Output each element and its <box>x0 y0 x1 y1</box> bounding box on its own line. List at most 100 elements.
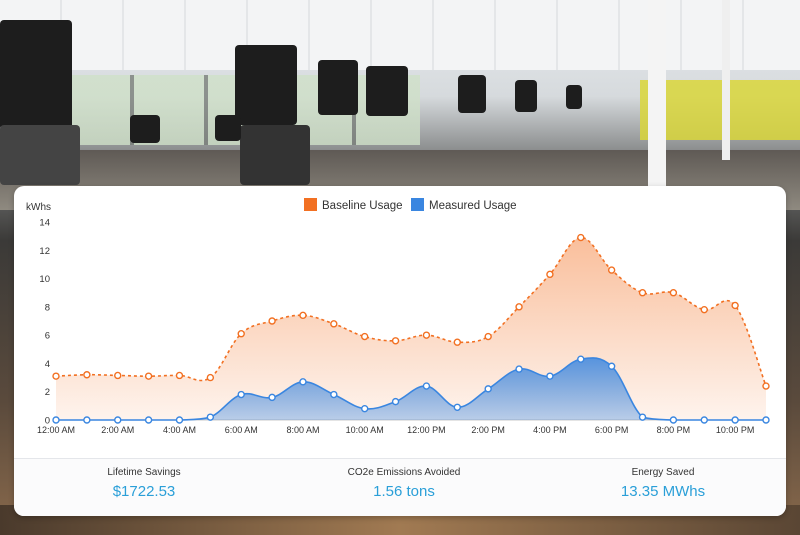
data-point-measured <box>268 393 276 402</box>
y-tick-label: 14 <box>39 218 50 229</box>
data-point-baseline <box>515 303 523 311</box>
x-tick-label: 2:00 AM <box>101 425 134 435</box>
stat-label: Energy Saved <box>631 467 695 478</box>
stat-value: 1.56 tons <box>373 483 435 500</box>
usage-chart-svg: 0 2 4 6 8 10 12 14 kWhs 12:00 AM 2:00 AM 4:00 AM 6:0… <box>26 198 770 435</box>
data-point-measured <box>360 404 369 413</box>
x-tick-label: 8:00 AM <box>286 425 319 435</box>
data-point-measured <box>391 397 400 406</box>
stats-bar: Lifetime Savings $1722.53 CO2e Emissions… <box>14 458 786 516</box>
data-point-baseline <box>83 371 91 379</box>
data-point-baseline <box>175 371 184 380</box>
background-machine <box>0 20 72 130</box>
data-point-baseline <box>669 289 678 297</box>
data-point-baseline <box>577 233 585 242</box>
data-point-measured <box>330 390 338 399</box>
background-wall <box>640 80 800 140</box>
stat-value: 13.35 MWhs <box>620 483 706 500</box>
background-machine <box>215 115 241 141</box>
data-point-baseline <box>206 373 215 382</box>
background-ceiling <box>0 0 800 70</box>
data-point-measured <box>546 372 554 380</box>
data-point-measured <box>731 416 739 424</box>
x-tick-label: 6:00 PM <box>595 425 629 435</box>
y-tick-label: 6 <box>45 331 50 342</box>
data-point-baseline <box>330 320 338 328</box>
x-tick-label: 12:00 AM <box>37 425 75 435</box>
legend-swatch <box>411 198 424 211</box>
data-point-baseline <box>762 382 770 390</box>
background-machine <box>366 66 408 116</box>
background-machine <box>130 115 160 143</box>
background-machine <box>240 125 310 185</box>
data-point-measured <box>484 385 492 393</box>
data-point-baseline <box>268 317 276 325</box>
data-point-measured <box>515 365 523 373</box>
stat-energy-saved: Energy Saved 13.35 MWhs <box>563 467 763 500</box>
data-point-measured <box>638 413 647 421</box>
x-tick-label: 12:00 PM <box>407 425 446 435</box>
data-point-measured <box>83 416 91 424</box>
background-machine <box>458 75 486 113</box>
background-machine <box>235 45 297 125</box>
data-point-measured <box>299 378 307 386</box>
y-tick-label: 0 <box>45 416 50 427</box>
background-pillar <box>722 0 730 160</box>
y-axis-label: kWhs <box>26 202 51 213</box>
x-tick-label: 4:00 PM <box>533 425 567 435</box>
data-point-baseline <box>114 371 122 380</box>
y-tick-label: 12 <box>39 246 50 257</box>
x-tick-label: 10:00 AM <box>346 425 384 435</box>
data-point-measured <box>114 416 122 424</box>
data-point-measured <box>669 416 678 424</box>
background-machine <box>566 85 582 109</box>
background-machine <box>0 125 80 185</box>
y-tick-label: 8 <box>45 302 50 313</box>
data-point-baseline <box>638 289 647 297</box>
y-tick-label: 2 <box>45 387 50 398</box>
stat-label: CO2e Emissions Avoided <box>347 467 461 478</box>
data-point-baseline <box>52 372 60 380</box>
x-tick-label: 6:00 AM <box>225 425 258 435</box>
data-point-baseline <box>453 338 462 346</box>
data-point-measured <box>577 355 585 363</box>
data-point-measured <box>52 416 60 424</box>
data-point-measured <box>453 403 462 411</box>
x-tick-label: 10:00 PM <box>716 425 755 435</box>
data-point-measured <box>175 416 184 424</box>
data-point-baseline <box>422 331 431 339</box>
data-point-baseline <box>299 311 307 320</box>
legend-label: Baseline Usage <box>322 200 403 212</box>
background-machine <box>515 80 537 112</box>
data-point-baseline <box>237 330 245 338</box>
data-point-baseline <box>360 332 369 341</box>
y-tick-label: 4 <box>45 359 50 370</box>
data-point-measured <box>762 416 770 424</box>
data-point-measured <box>206 413 215 421</box>
data-point-measured <box>422 382 431 390</box>
y-tick-label: 10 <box>39 274 50 285</box>
usage-chart: 0 2 4 6 8 10 12 14 kWhs 12:00 AM 2:00 AM 4:00 AM 6:0… <box>14 186 786 448</box>
data-point-measured <box>700 416 708 424</box>
x-tick-label: 8:00 PM <box>657 425 691 435</box>
x-tick-label: 4:00 AM <box>163 425 196 435</box>
background-machine <box>318 60 358 115</box>
legend-swatch <box>304 198 317 211</box>
data-point-baseline <box>144 372 153 380</box>
x-tick-label: 2:00 PM <box>471 425 505 435</box>
energy-usage-card: 0 2 4 6 8 10 12 14 kWhs 12:00 AM 2:00 AM 4:00 AM 6:0… <box>14 186 786 516</box>
data-point-measured <box>607 362 616 370</box>
data-point-baseline <box>731 301 739 310</box>
background-pillar <box>648 0 666 190</box>
data-point-baseline <box>546 270 554 279</box>
stat-lifetime-savings: Lifetime Savings $1722.53 <box>44 467 244 500</box>
data-point-measured <box>237 390 245 399</box>
data-point-baseline <box>391 337 400 345</box>
legend-label: Measured Usage <box>429 200 517 212</box>
stat-value: $1722.53 <box>112 483 176 500</box>
data-point-baseline <box>484 332 492 341</box>
data-point-baseline <box>700 305 708 314</box>
stat-label: Lifetime Savings <box>107 467 181 478</box>
data-point-baseline <box>607 266 616 274</box>
data-point-measured <box>144 416 153 424</box>
